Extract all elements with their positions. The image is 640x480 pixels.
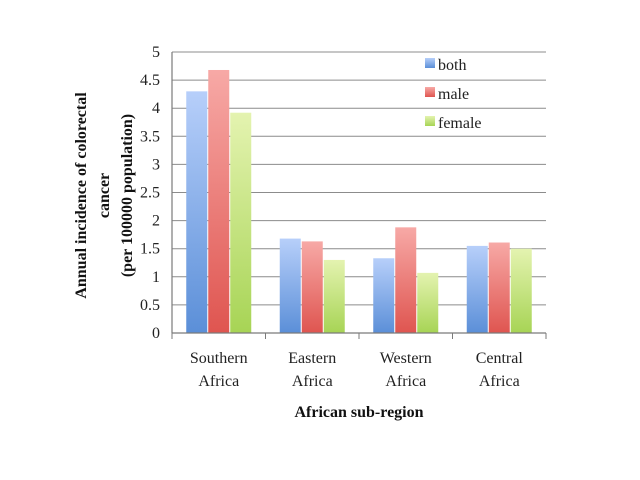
bar-male	[301, 241, 323, 333]
legend-label-both: both	[438, 57, 466, 74]
x-tick-label: Eastern Africa	[288, 350, 336, 390]
y-tick-label: 3	[152, 156, 160, 173]
bars	[186, 69, 532, 333]
bar-female	[417, 272, 439, 333]
y-tick-label: 1	[152, 269, 160, 286]
x-tick-label: Central Africa	[476, 350, 524, 390]
legend-swatch-both	[425, 58, 435, 68]
y-axis-title-line: (per 100000 population)	[119, 114, 136, 277]
y-tick-label: 0.5	[140, 297, 160, 314]
y-tick-label: 1.5	[140, 241, 160, 258]
y-tick-labels: 0 0.5 1 1.5 2 2.5 3 3.5 4 4.5 5	[140, 44, 160, 342]
y-axis-title: Annual incidence of colorectal cancer (per…	[73, 92, 136, 299]
y-tick-label: 4	[152, 100, 160, 117]
bar-both	[279, 238, 301, 333]
bar-female	[230, 112, 252, 333]
y-tick-label: 2	[152, 213, 160, 230]
bar-both	[466, 245, 488, 333]
bar-male	[395, 227, 417, 333]
y-tick-label: 0	[152, 325, 160, 342]
x-tick-labels: Southern Africa Eastern Africa Western Africa…	[190, 350, 523, 390]
axes	[171, 52, 547, 339]
y-tick-label: 4.5	[140, 72, 160, 89]
bar-female	[510, 248, 532, 333]
bar-male	[208, 69, 230, 333]
legend-label-female: female	[438, 115, 482, 132]
y-tick-label: 5	[152, 44, 160, 61]
x-axis-title: African sub-region	[294, 404, 423, 421]
bar-both	[373, 258, 395, 333]
bar-both	[186, 91, 208, 333]
legend-swatch-female	[425, 116, 435, 126]
legend: both male female	[425, 57, 482, 132]
y-tick-label: 3.5	[140, 128, 160, 145]
y-axis-title-line: cancer	[96, 173, 113, 218]
bar-female	[323, 259, 345, 333]
bar-male	[488, 242, 510, 333]
legend-swatch-male	[425, 87, 435, 97]
y-axis-title-line: Annual incidence of colorectal	[73, 92, 90, 299]
x-tick-label: Western Africa	[380, 350, 432, 390]
legend-label-male: male	[438, 86, 469, 103]
x-tick-label: Southern Africa	[190, 350, 248, 390]
y-tick-label: 2.5	[140, 185, 160, 202]
